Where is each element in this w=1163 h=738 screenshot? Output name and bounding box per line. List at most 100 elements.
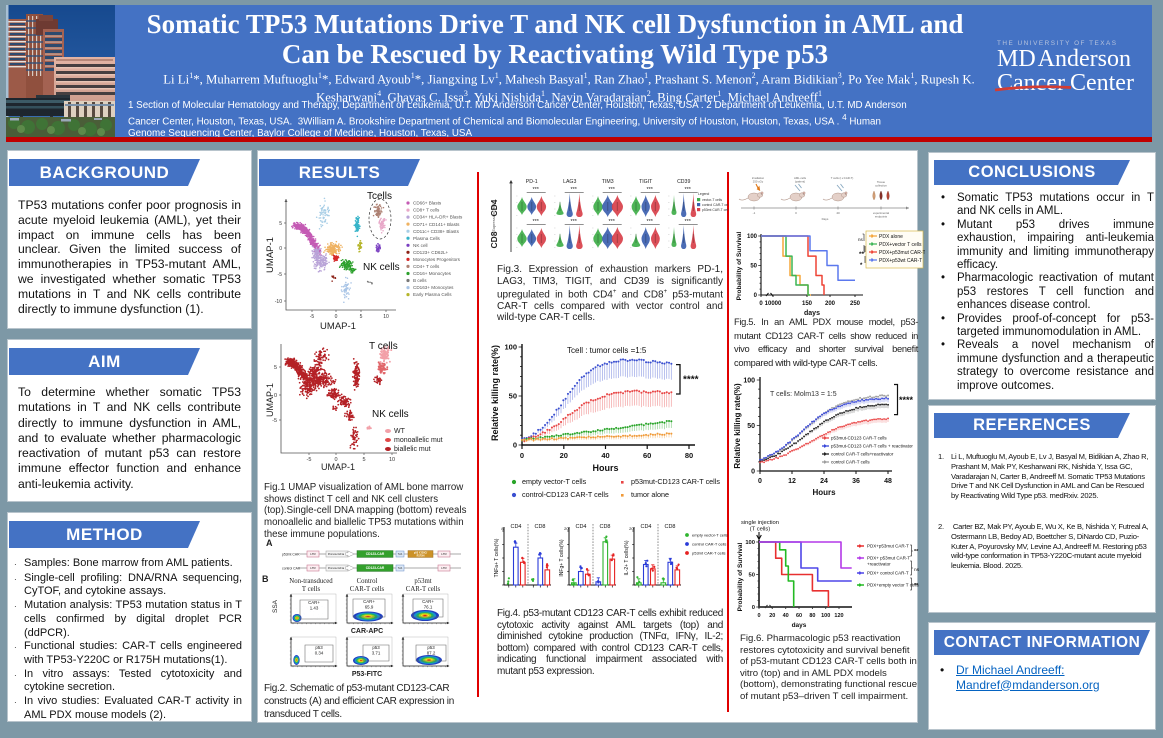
svg-text:PDX+ p53mut CAR-T: PDX+ p53mut CAR-T [867,556,910,561]
svg-text:p53mt CAR: p53mt CAR [282,552,300,556]
svg-text:R175H: R175H [417,555,425,558]
svg-text:p53mut-CD123 CAR-T cells + rea: p53mut-CD123 CAR-T cells + reactivator [831,444,913,449]
svg-text:IL-2+ T cells(%): IL-2+ T cells(%) [624,540,630,575]
svg-text:CD66+ Blasts: CD66+ Blasts [413,201,442,206]
svg-text:CAR+: CAR+ [422,599,434,604]
svg-text:10: 10 [389,457,395,463]
svg-text:single injection: single injection [741,520,779,526]
svg-text:CD4: CD4 [489,199,499,216]
svg-text:Plasma Cells: Plasma Cells [413,236,441,241]
svg-text:65.9: 65.9 [365,605,374,610]
svg-text:vector-T cells: vector-T cells [702,198,722,202]
svg-text:empty vector-T cells: empty vector-T cells [692,533,728,538]
svg-text:WT: WT [394,428,406,435]
svg-text:p53 Y220C/: p53 Y220C/ [414,552,428,555]
svg-text:PDX+vector T cells: PDX+vector T cells [879,242,922,248]
svg-text:UMAP-1: UMAP-1 [321,462,355,472]
svg-text:200: 200 [825,301,836,307]
svg-text:Hours: Hours [812,488,836,497]
svg-text:****: **** [683,374,699,385]
svg-text:ns: ns [858,237,864,242]
svg-text:p53: p53 [372,645,380,650]
svg-text:0: 0 [759,301,763,307]
svg-text:150: 150 [802,301,813,307]
svg-text:Promoter EF1a: Promoter EF1a [328,567,345,570]
svg-text:LTR: LTR [441,566,447,570]
svg-text:36: 36 [852,478,860,485]
svg-text:20: 20 [629,526,634,531]
svg-text:60: 60 [796,613,802,619]
svg-text:LAG3: LAG3 [563,179,576,185]
svg-text:0: 0 [754,293,758,299]
svg-text:PDX+p53mut CAR-T: PDX+p53mut CAR-T [867,544,909,549]
svg-text:CD163+ Monocytes: CD163+ Monocytes [413,285,454,290]
svg-text:TIM3: TIM3 [602,179,614,185]
svg-text:**: ** [914,549,919,555]
svg-text:days: days [804,310,820,317]
svg-text:Relative killing rate(%): Relative killing rate(%) [490,345,500,441]
svg-text:-5: -5 [278,272,283,278]
svg-text:B cells: B cells [413,278,427,283]
svg-text:irradiation: irradiation [752,176,765,180]
svg-text:5: 5 [279,221,282,227]
svg-text:0: 0 [758,478,762,485]
svg-text:LTR: LTR [441,552,447,556]
svg-text:0: 0 [335,314,338,320]
svg-text:***: *** [608,187,615,193]
svg-text:**: ** [914,583,919,589]
svg-text:5: 5 [274,365,277,371]
svg-text:50: 50 [747,423,755,430]
svg-text:100: 100 [504,343,517,352]
svg-text:monoallelic mut: monoallelic mut [394,437,443,444]
svg-text:0: 0 [795,211,797,215]
svg-text:CD8+ T cells: CD8+ T cells [413,208,440,213]
svg-text:CD71+ CD141+ Blasts: CD71+ CD141+ Blasts [413,222,460,227]
svg-text:0: 0 [520,451,524,460]
svg-text:T2A: T2A [398,553,403,556]
svg-text:(T cells): (T cells) [750,527,771,533]
svg-text:control CAR-T cells: control CAR-T cells [831,460,870,465]
svg-text:-5: -5 [307,457,312,463]
svg-text:8: 8 [501,526,504,531]
svg-text:Relative killing rate(%): Relative killing rate(%) [733,383,742,469]
svg-text:20: 20 [560,451,568,460]
svg-text:Promoter EF1a: Promoter EF1a [328,553,345,556]
svg-text:0: 0 [274,393,277,399]
svg-text:tumor alone: tumor alone [631,490,669,499]
svg-text:control CAR-T cells+reactivato: control CAR-T cells+reactivator [831,452,894,457]
svg-text:50: 50 [749,573,755,579]
svg-text:T cells: T cells [369,341,398,352]
svg-text:p53mut-CD123 CAR-T cells: p53mut-CD123 CAR-T cells [631,477,720,486]
svg-text:CAR+: CAR+ [308,600,320,605]
svg-text:CD16+ Monocytes: CD16+ Monocytes [413,271,452,276]
svg-text:PDX+p53wt CAR-T: PDX+p53wt CAR-T [879,258,922,264]
svg-text:experimental: experimental [873,211,889,215]
svg-text:PDX+empty vector T cells: PDX+empty vector T cells [867,583,919,588]
svg-text:***: *** [684,187,691,193]
svg-text:40: 40 [836,211,840,215]
svg-text:***: *** [532,187,539,193]
svg-text:Monocytes Progenitors: Monocytes Progenitors [413,257,461,262]
svg-text:empty vector-T cells: empty vector-T cells [522,477,587,486]
svg-text:days: days [792,622,807,629]
svg-text:48: 48 [884,478,892,485]
svg-text:-5: -5 [272,418,277,424]
svg-text:1.43: 1.43 [310,606,319,611]
svg-text:0: 0 [757,613,760,619]
svg-text:UMAP-1: UMAP-1 [266,383,275,417]
svg-text:CD11c+ CD38+ Blasts: CD11c+ CD38+ Blasts [413,229,460,234]
svg-text:TIGIT: TIGIT [639,179,653,185]
svg-text:250 cGy: 250 cGy [753,180,764,184]
svg-text:***: *** [646,219,653,225]
svg-text:control CAR-T cells: control CAR-T cells [692,542,726,547]
svg-text:3.71: 3.71 [372,651,381,656]
svg-text:UMAP-1: UMAP-1 [320,321,356,332]
svg-text:Days: Days [822,217,829,221]
svg-text:(patient): (patient) [795,180,805,184]
svg-text:LTR: LTR [310,552,316,556]
svg-text:80: 80 [809,613,815,619]
svg-text:Legend: Legend [698,192,709,196]
svg-text:100: 100 [745,540,755,546]
svg-text:24: 24 [820,478,828,485]
svg-text:10000: 10000 [765,301,782,307]
